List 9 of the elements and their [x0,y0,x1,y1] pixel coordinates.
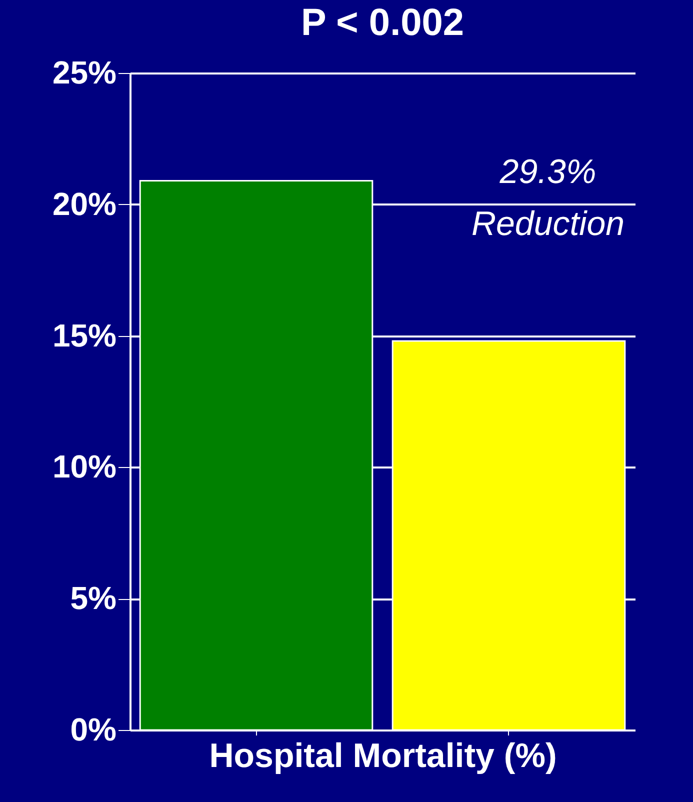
y-tick-label: 15% [52,317,116,354]
y-tick-label: 5% [70,580,116,616]
y-tick-label: 20% [52,186,116,222]
y-tick-label: 0% [70,712,116,748]
y-tick-label: 10% [52,448,116,485]
y-tick-label: 25% [52,54,116,90]
chart-title: P < 0.002 [300,2,464,44]
x-axis-title: Hospital Mortality (%) [209,737,557,775]
annotation: 29.3% Reduction [471,153,625,243]
